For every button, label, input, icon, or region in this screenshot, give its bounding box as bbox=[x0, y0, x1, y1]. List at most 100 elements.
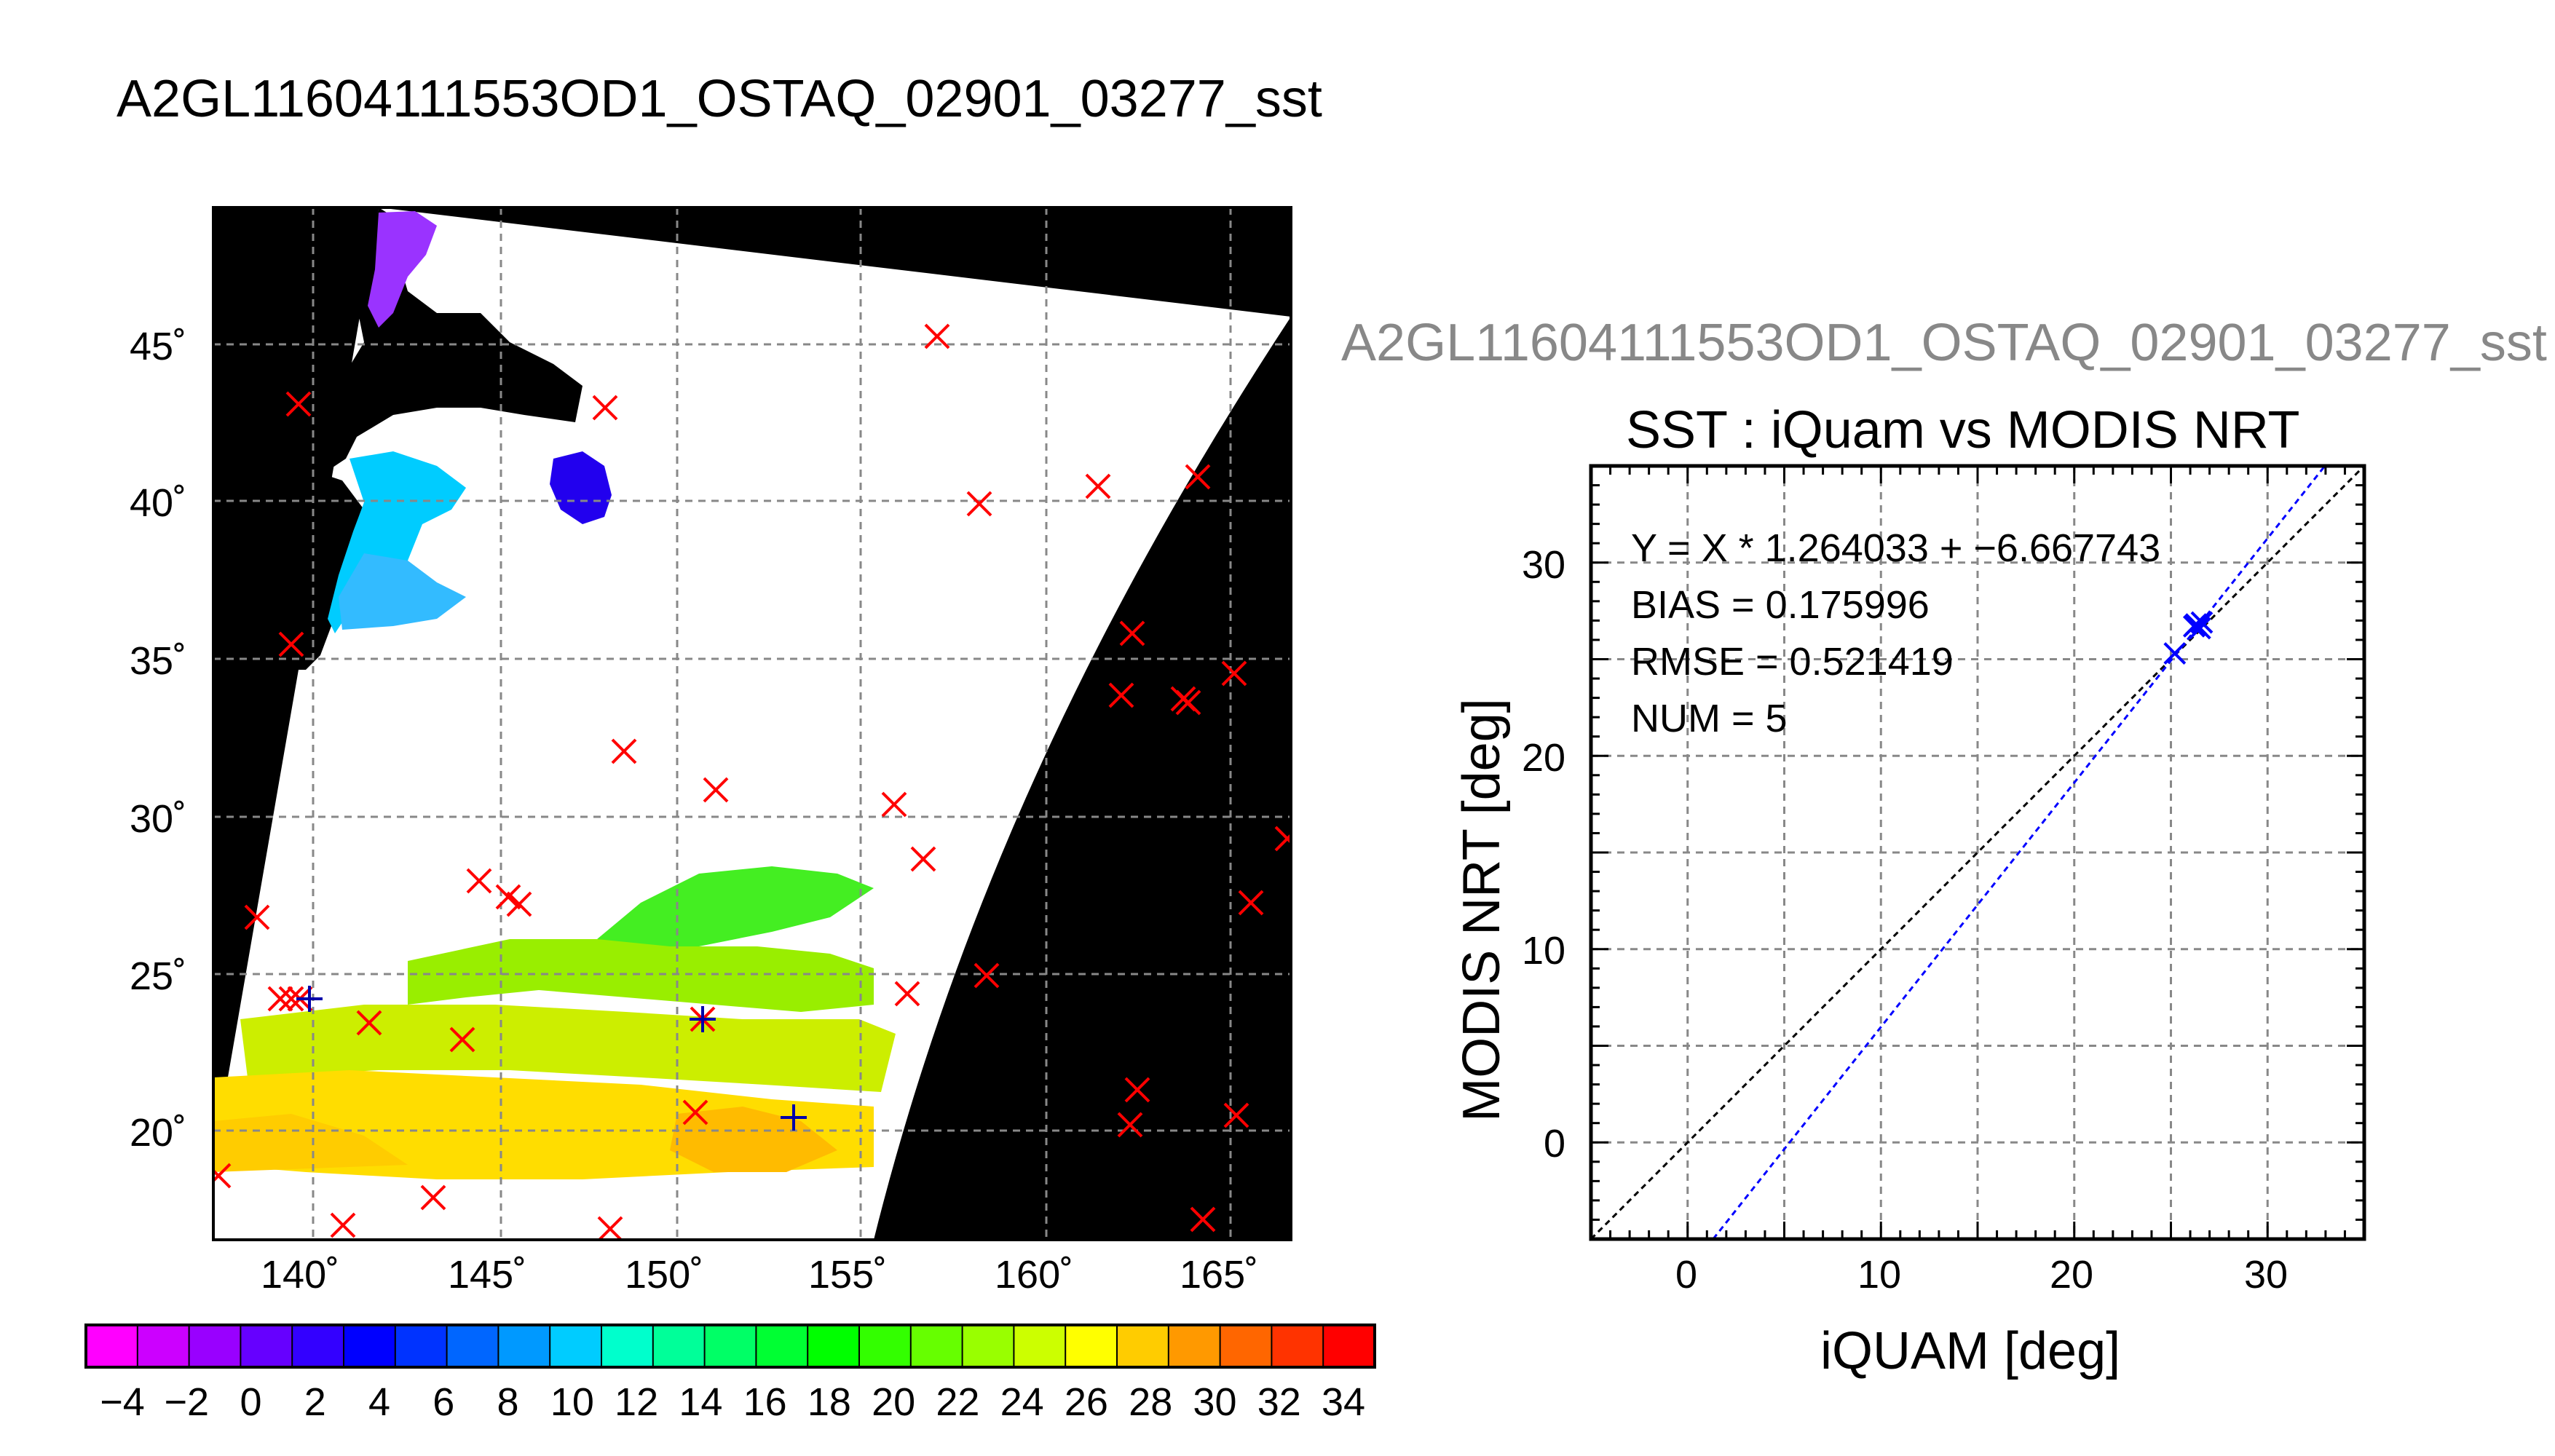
lon-label-155: 155˚ bbox=[808, 1253, 888, 1297]
map-frame bbox=[212, 206, 1292, 1241]
colorbar-segment bbox=[1323, 1325, 1375, 1367]
buoy-marker bbox=[1190, 1206, 1216, 1233]
colorbar-frame bbox=[84, 1324, 1376, 1369]
buoy-marker bbox=[285, 391, 312, 417]
colorbar-segment bbox=[962, 1325, 1014, 1367]
identity-line bbox=[1590, 464, 2366, 1241]
buoy-marker bbox=[966, 491, 992, 517]
sst-patch-green-mid bbox=[408, 939, 874, 1012]
colorbar-label: 0 bbox=[240, 1380, 262, 1424]
colorbar-segment bbox=[704, 1325, 757, 1367]
colorbar-segment bbox=[859, 1325, 912, 1367]
buoy-marker bbox=[974, 962, 1000, 989]
colorbar bbox=[86, 1325, 1375, 1367]
bias-stat: BIAS = 0.175996 bbox=[1631, 583, 1930, 627]
buoy-marker bbox=[213, 1163, 232, 1183]
sst-patch-orange2 bbox=[670, 1107, 837, 1172]
colorbar-segment bbox=[550, 1325, 602, 1367]
x-tick-30: 30 bbox=[2244, 1253, 2289, 1297]
sst-patch-blue bbox=[550, 451, 612, 524]
colorbar-label: 6 bbox=[433, 1380, 455, 1424]
colorbar-label: 2 bbox=[304, 1380, 326, 1424]
colorbar-label: −4 bbox=[100, 1380, 145, 1424]
scatter-x-label: iQUAM [deg] bbox=[1820, 1322, 2121, 1380]
buoy-marker bbox=[278, 986, 304, 1012]
sst-patch-yellowgreen bbox=[240, 1005, 896, 1092]
buoy-marker bbox=[449, 1026, 475, 1053]
scatter-lines bbox=[1590, 464, 2366, 1241]
y-tick-0: 0 bbox=[1544, 1122, 1566, 1166]
colorbar-label: 26 bbox=[1064, 1380, 1108, 1424]
x-tick-10: 10 bbox=[1857, 1253, 1902, 1297]
buoy-marker bbox=[356, 1010, 382, 1036]
colorbar-label: 32 bbox=[1257, 1380, 1301, 1424]
buoy-marker bbox=[682, 1099, 708, 1125]
buoy-marker bbox=[420, 1184, 446, 1211]
buoy-marker bbox=[506, 891, 532, 917]
colorbar-segment bbox=[756, 1325, 808, 1367]
colorbar-segment bbox=[807, 1325, 860, 1367]
buoy-marker bbox=[1085, 473, 1111, 499]
buoy-marker bbox=[278, 631, 304, 657]
lat-label-35: 35˚ bbox=[130, 639, 187, 683]
buoy-marker bbox=[267, 986, 293, 1012]
colorbar-label: 18 bbox=[807, 1380, 851, 1424]
num-stat: NUM = 5 bbox=[1631, 697, 1788, 740]
scatter-point bbox=[2188, 617, 2211, 640]
scatter-point bbox=[2163, 642, 2187, 665]
x-tick-20: 20 bbox=[2050, 1253, 2094, 1297]
buoy-marker bbox=[1124, 1077, 1150, 1103]
buoy-marker bbox=[881, 791, 907, 818]
buoy-marker bbox=[894, 981, 920, 1007]
colorbar-label: 34 bbox=[1321, 1380, 1366, 1424]
scatter-overlay-title: A2GL11604111553OD1_OSTAQ_02901_03277_sst bbox=[1341, 314, 2547, 372]
fit-equation: Y = X * 1.264033 + −6.667743 bbox=[1631, 526, 2161, 570]
colorbar-label: 30 bbox=[1193, 1380, 1237, 1424]
buoy-marker bbox=[466, 868, 492, 894]
sst-patch-orange bbox=[213, 1114, 408, 1172]
buoy-marker bbox=[1175, 689, 1201, 716]
sst-patch-purple bbox=[368, 211, 437, 328]
buoy-marker bbox=[592, 395, 618, 421]
colorbar-label: 4 bbox=[368, 1380, 391, 1424]
rmse-stat: RMSE = 0.521419 bbox=[1631, 640, 1954, 684]
scatter-frame bbox=[1589, 464, 2366, 1241]
lat-label-30: 30˚ bbox=[130, 797, 187, 841]
colorbar-segment bbox=[1117, 1325, 1169, 1367]
fit-line bbox=[1712, 465, 2326, 1240]
lon-label-165: 165˚ bbox=[1180, 1253, 1259, 1297]
buoy-marker bbox=[1117, 1112, 1143, 1138]
colorbar-segment bbox=[1220, 1325, 1272, 1367]
buoy-marker bbox=[1274, 833, 1291, 852]
lat-label-25: 25˚ bbox=[130, 954, 187, 998]
buoy-marker bbox=[1108, 682, 1134, 708]
colorbar-label: 12 bbox=[615, 1380, 659, 1424]
colorbar-label: −2 bbox=[164, 1380, 210, 1424]
buoy-marker bbox=[924, 323, 950, 349]
colorbar-segment bbox=[1168, 1325, 1221, 1367]
y-tick-10: 10 bbox=[1522, 929, 1566, 973]
colorbar-segment bbox=[240, 1325, 293, 1367]
buoy-marker bbox=[1223, 1102, 1249, 1128]
buoy-marker bbox=[611, 738, 637, 764]
buoy-marker bbox=[330, 1212, 356, 1238]
scatter-point bbox=[2190, 611, 2214, 634]
lon-label-160: 160˚ bbox=[995, 1253, 1074, 1297]
buoy-marker bbox=[244, 904, 270, 930]
colorbar-segment bbox=[601, 1325, 654, 1367]
colorbar-label: 28 bbox=[1129, 1380, 1173, 1424]
colorbar-segment bbox=[1271, 1325, 1324, 1367]
colorbar-segment bbox=[498, 1325, 550, 1367]
colorbar-segment bbox=[344, 1325, 396, 1367]
colorbar-segment bbox=[395, 1325, 448, 1367]
sst-patch-green-north bbox=[597, 866, 874, 961]
lon-label-140: 140˚ bbox=[261, 1253, 340, 1297]
colorbar-segment bbox=[1065, 1325, 1118, 1367]
colorbar-label: 22 bbox=[936, 1380, 980, 1424]
x-tick-0: 0 bbox=[1675, 1253, 1698, 1297]
colorbar-label: 14 bbox=[679, 1380, 723, 1424]
colorbar-label: 10 bbox=[550, 1380, 594, 1424]
scatter-points bbox=[2163, 611, 2214, 665]
